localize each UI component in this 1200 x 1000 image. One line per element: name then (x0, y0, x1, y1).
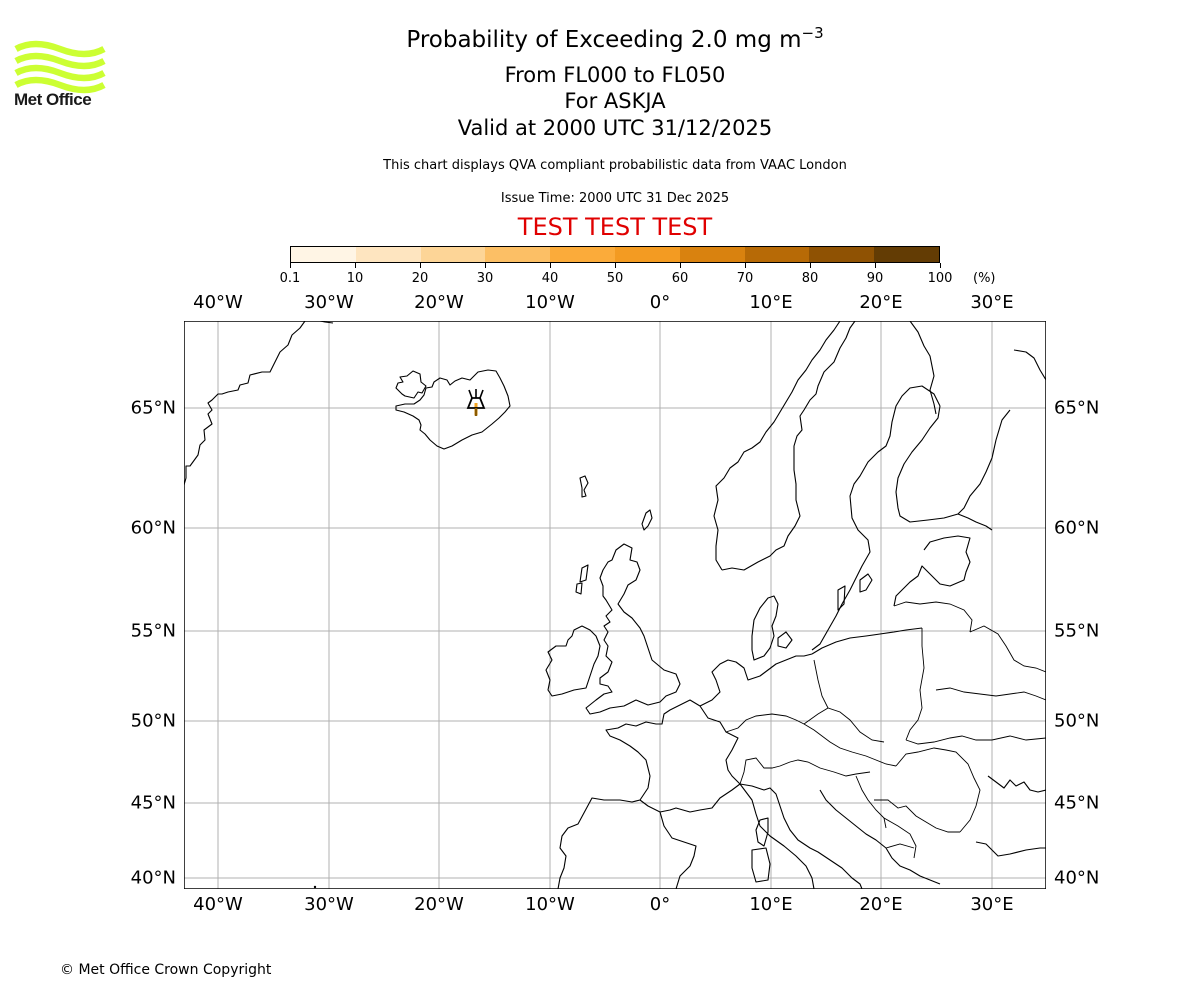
colorbar-tick-label: 70 (736, 271, 754, 286)
denmark (751, 595, 779, 661)
issue-time-text: Issue Time: 2000 UTC 31 Dec 2025 (500, 191, 730, 206)
lon-label-bottom: 30°E (970, 894, 1014, 915)
lon-label-top: 10°W (525, 292, 575, 313)
colorbar-segment (291, 247, 356, 262)
lat-label-left: 40°N (130, 867, 176, 889)
colorbar-tick (874, 263, 876, 268)
lon-label-bottom: 10°E (749, 894, 793, 915)
graticule (184, 321, 1046, 889)
colorbar-tick (484, 263, 486, 268)
italy (739, 783, 863, 889)
lat-label-left: 65°N (130, 397, 176, 419)
lon-label-bottom: 10°W (525, 894, 575, 915)
colorbar-segment (809, 247, 875, 262)
colorbar-segment (614, 247, 680, 262)
colorbar-tick-label: 40 (541, 271, 559, 286)
lat-label-right: 60°N (1054, 517, 1100, 539)
colorbar-segment (355, 247, 421, 262)
lon-label-top: 0° (649, 292, 671, 313)
colorbar-segment (679, 247, 745, 262)
met-office-logo-icon (14, 40, 106, 94)
volcano-subtitle: For ASKJA (564, 89, 666, 113)
finland (895, 405, 993, 531)
lat-label-right: 40°N (1054, 867, 1100, 889)
copyright-text: © Met Office Crown Copyright (60, 962, 272, 978)
iceland (395, 370, 427, 399)
colorbar-tick (549, 263, 551, 268)
coastlines (184, 321, 1046, 889)
colorbar-segment (550, 247, 615, 262)
colorbar-tick (809, 263, 811, 268)
lat-label-left: 45°N (130, 792, 176, 814)
colorbar-tick-label: 30 (476, 271, 494, 286)
colorbar-tick-label: 20 (411, 271, 429, 286)
colorbar-tick-label: 80 (801, 271, 819, 286)
chart-title: Probability of Exceeding 2.0 mg m−3 (0, 24, 1200, 53)
lon-label-bottom: 30°W (304, 894, 354, 915)
colorbar-tick (744, 263, 746, 268)
test-banner: TEST TEST TEST (517, 213, 713, 241)
lon-label-top: 20°W (414, 292, 464, 313)
disclaimer-text: This chart displays QVA compliant probab… (383, 158, 847, 173)
map-panel[interactable] (184, 321, 1046, 889)
lon-label-bottom: 20°E (859, 894, 903, 915)
lon-label-bottom: 40°W (193, 894, 243, 915)
logo-text: Met Office (14, 90, 92, 109)
lon-label-bottom: 0° (649, 894, 671, 915)
lon-label-top: 40°W (193, 292, 243, 313)
colorbar-tick (419, 263, 421, 268)
title-main: Probability of Exceeding 2.0 mg m (406, 27, 802, 53)
lon-label-top: 30°E (970, 292, 1014, 313)
lon-label-top: 20°E (859, 292, 903, 313)
colorbar-tick (614, 263, 616, 268)
colorbar-segment (874, 247, 939, 262)
lat-label-left: 55°N (130, 620, 176, 642)
colorbar-tick-label: 100 (927, 271, 953, 286)
norway (721, 321, 856, 571)
colorbar-tick-label: 10 (346, 271, 364, 286)
colorbar-tick-label: 50 (606, 271, 624, 286)
colorbar-tick-label: 90 (866, 271, 884, 286)
colorbar-tick (939, 263, 941, 268)
lat-label-left: 50°N (130, 710, 176, 732)
sweden (811, 385, 941, 651)
colorbar-segment (744, 247, 810, 262)
lat-label-right: 55°N (1054, 620, 1100, 642)
title-superscript: −3 (801, 24, 824, 42)
great-britain (585, 543, 681, 715)
colorbar-segment (485, 247, 551, 262)
valid-time-subtitle: Valid at 2000 UTC 31/12/2025 (457, 116, 773, 140)
colorbar-tick (679, 263, 681, 268)
country-borders (725, 601, 1046, 859)
iberia (557, 797, 641, 889)
colorbar-tick (354, 263, 356, 268)
flight-level-subtitle: From FL000 to FL050 (504, 63, 726, 87)
colorbar (290, 246, 940, 263)
colorbar-unit: (%) (973, 271, 996, 286)
lon-label-top: 30°W (304, 292, 354, 313)
ireland (545, 625, 601, 697)
colorbar-tick (289, 263, 291, 268)
lat-label-right: 65°N (1054, 397, 1100, 419)
colorbar-tick-label: 60 (671, 271, 689, 286)
lon-label-bottom: 20°W (414, 894, 464, 915)
lat-label-right: 45°N (1054, 792, 1100, 814)
lat-label-left: 60°N (130, 517, 176, 539)
colorbar-tick-label: 0.1 (279, 271, 301, 286)
colorbar-segment (420, 247, 486, 262)
lon-label-top: 10°E (749, 292, 793, 313)
lat-label-right: 50°N (1054, 710, 1100, 732)
volcano-icon (466, 389, 486, 416)
